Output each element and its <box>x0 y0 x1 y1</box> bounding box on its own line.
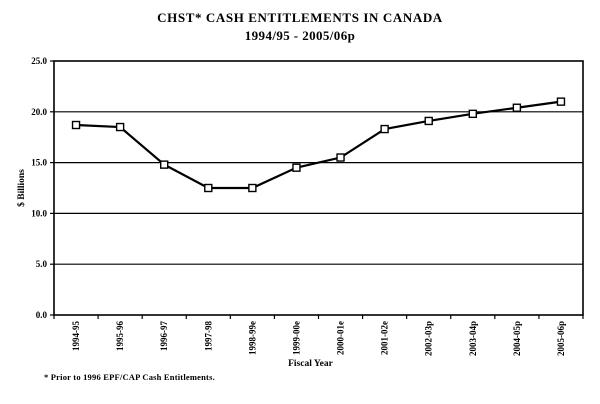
x-tick-label: 2003-04p <box>468 321 478 356</box>
data-point-marker <box>556 97 566 106</box>
y-tick-label: 5.0 <box>36 259 48 269</box>
x-tick-label: 2004-05p <box>512 321 522 356</box>
x-tick-label: 1999-00e <box>291 321 301 355</box>
data-point-marker <box>468 109 477 119</box>
data-point-marker <box>424 116 433 126</box>
x-tick-label: 1997-98 <box>203 321 213 351</box>
x-axis-title: Fiscal Year <box>288 359 334 369</box>
data-point-marker <box>204 183 213 193</box>
x-tick-label: 2000-01e <box>336 321 346 355</box>
y-tick-label: 15.0 <box>31 158 47 168</box>
data-line <box>75 100 562 190</box>
x-tick-label: 2002-03p <box>424 321 434 356</box>
x-tick-label: 1994-95 <box>71 321 81 351</box>
y-tick-label: 10.0 <box>31 208 47 218</box>
data-point-marker <box>380 124 389 134</box>
chart-footnote: * Prior to 1996 EPF/CAP Cash Entitlement… <box>44 372 215 382</box>
data-point-marker <box>512 103 522 112</box>
y-axis-title: $ Billions <box>16 169 27 207</box>
chart-title: CHST* CASH ENTITLEMENTS IN CANADA <box>157 10 443 25</box>
data-point-marker <box>160 160 169 169</box>
plot-border <box>53 60 584 316</box>
y-tick-label: 0.0 <box>36 310 48 320</box>
x-tick-label: 2005-06p <box>556 321 566 356</box>
x-tick-label: 1998-99e <box>247 321 257 355</box>
x-tick-label: 2001-02e <box>380 321 390 355</box>
data-point-marker <box>71 120 81 130</box>
x-tick-label: 1996-97 <box>159 321 169 351</box>
data-point-marker <box>248 183 257 193</box>
data-point-marker <box>292 163 301 172</box>
data-point-marker <box>115 122 125 132</box>
x-tick-label: 1995-96 <box>115 321 125 351</box>
data-point-marker <box>336 153 345 162</box>
chart-subtitle: 1994/95 - 2005/06p <box>244 28 356 43</box>
y-tick-label: 25.0 <box>31 56 47 66</box>
y-tick-label: 20.0 <box>31 107 47 117</box>
